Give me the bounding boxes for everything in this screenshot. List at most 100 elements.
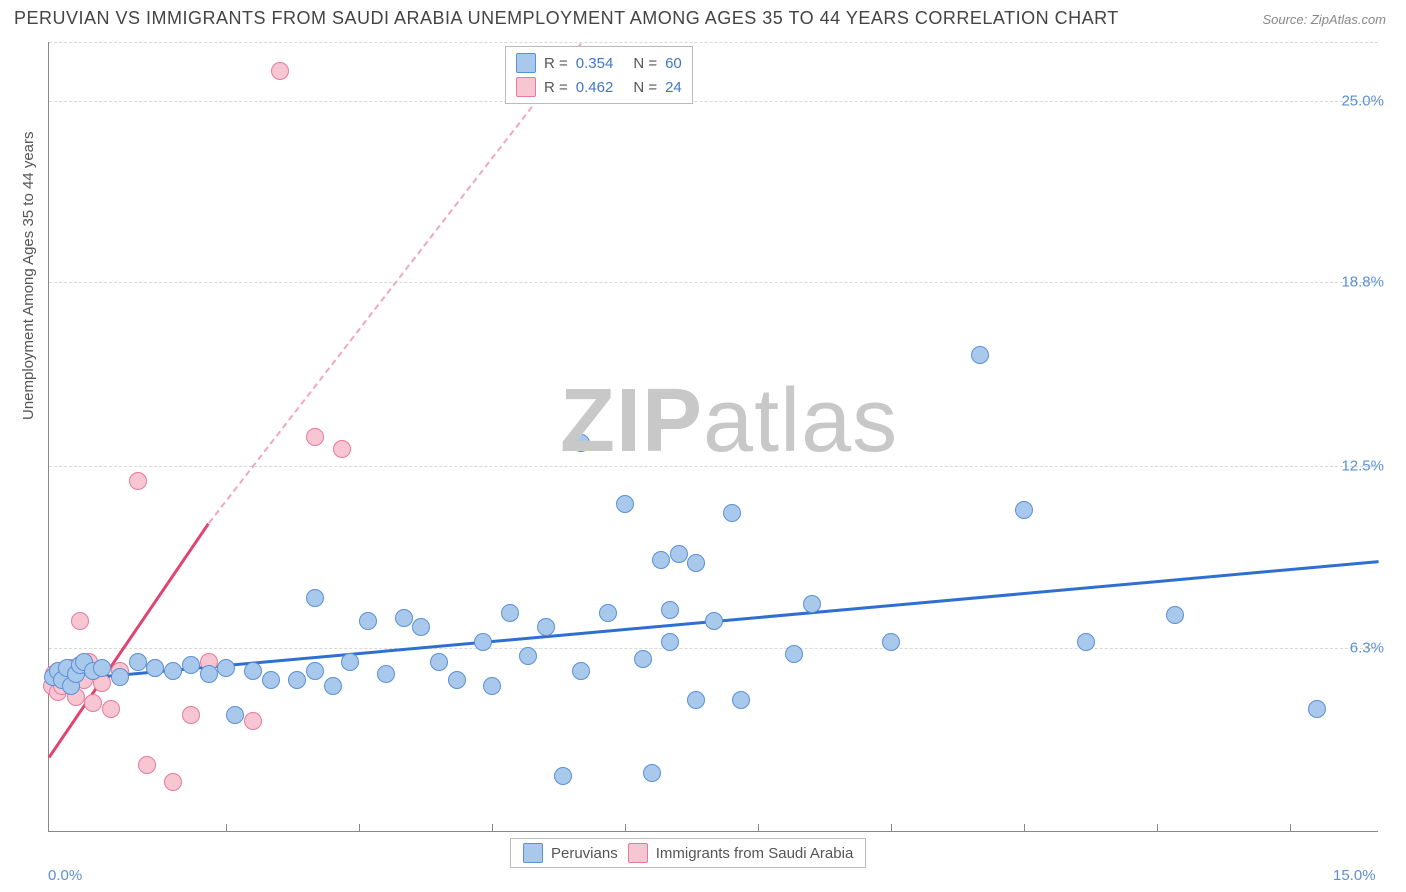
stats-n-label: N =: [633, 79, 657, 96]
chart-title: PERUVIAN VS IMMIGRANTS FROM SAUDI ARABIA…: [14, 8, 1119, 29]
scatter-point: [244, 712, 262, 730]
x-tick: [1024, 824, 1025, 832]
scatter-point: [84, 694, 102, 712]
stats-r-val: 0.462: [576, 79, 614, 96]
source-label: Source: ZipAtlas.com: [1262, 12, 1386, 27]
scatter-point: [971, 346, 989, 364]
y-axis-label: Unemployment Among Ages 35 to 44 years: [20, 131, 37, 420]
scatter-point: [448, 671, 466, 689]
scatter-point: [501, 604, 519, 622]
stats-n-label: N =: [633, 55, 657, 72]
grid-line-h: [49, 101, 1378, 102]
scatter-point: [288, 671, 306, 689]
scatter-point: [572, 662, 590, 680]
scatter-point: [643, 764, 661, 782]
plot-area: [48, 42, 1378, 832]
scatter-point: [572, 434, 590, 452]
scatter-point: [217, 659, 235, 677]
stats-n-val: 60: [665, 55, 682, 72]
scatter-point: [182, 706, 200, 724]
scatter-point: [723, 504, 741, 522]
scatter-point: [359, 612, 377, 630]
stats-box: R = 0.354 N = 60 R = 0.462 N = 24: [505, 46, 693, 104]
x-tick: [625, 824, 626, 832]
scatter-point: [129, 653, 147, 671]
legend-swatch: [523, 843, 543, 863]
scatter-point: [430, 653, 448, 671]
scatter-point: [652, 551, 670, 569]
legend-swatch: [516, 77, 536, 97]
scatter-point: [138, 756, 156, 774]
y-tick-label: 25.0%: [1341, 92, 1384, 109]
scatter-point: [164, 662, 182, 680]
scatter-point: [324, 677, 342, 695]
scatter-point: [1166, 606, 1184, 624]
y-tick-label: 6.3%: [1350, 639, 1384, 656]
scatter-point: [129, 472, 147, 490]
y-tick-label: 18.8%: [1341, 273, 1384, 290]
scatter-point: [519, 647, 537, 665]
bottom-legend: Peruvians Immigrants from Saudi Arabia: [510, 838, 866, 868]
legend-swatch: [516, 53, 536, 73]
scatter-point: [395, 609, 413, 627]
scatter-point: [661, 633, 679, 651]
scatter-point: [1015, 501, 1033, 519]
scatter-point: [93, 659, 111, 677]
scatter-point: [71, 612, 89, 630]
grid-line-h: [49, 466, 1378, 467]
x-tick: [359, 824, 360, 832]
scatter-point: [271, 62, 289, 80]
scatter-point: [554, 767, 572, 785]
stats-row: R = 0.462 N = 24: [516, 75, 682, 99]
legend-item: Immigrants from Saudi Arabia: [628, 843, 854, 863]
scatter-point: [537, 618, 555, 636]
scatter-point: [732, 691, 750, 709]
scatter-point: [341, 653, 359, 671]
stats-r-val: 0.354: [576, 55, 614, 72]
legend-item: Peruvians: [523, 843, 618, 863]
scatter-point: [244, 662, 262, 680]
x-tick: [1290, 824, 1291, 832]
scatter-point: [200, 665, 218, 683]
grid-line-h: [49, 282, 1378, 283]
scatter-point: [1077, 633, 1095, 651]
stats-r-label: R =: [544, 55, 568, 72]
scatter-point: [599, 604, 617, 622]
scatter-point: [670, 545, 688, 563]
grid-line-h: [49, 648, 1378, 649]
scatter-point: [306, 662, 324, 680]
scatter-point: [412, 618, 430, 636]
x-tick-label: 15.0%: [1333, 867, 1376, 884]
y-tick-label: 12.5%: [1341, 458, 1384, 475]
scatter-point: [226, 706, 244, 724]
scatter-point: [102, 700, 120, 718]
legend-label: Immigrants from Saudi Arabia: [656, 845, 854, 862]
scatter-point: [474, 633, 492, 651]
scatter-point: [616, 495, 634, 513]
x-tick-label: 0.0%: [48, 867, 82, 884]
trend-line: [208, 42, 582, 523]
scatter-point: [111, 668, 129, 686]
scatter-point: [803, 595, 821, 613]
scatter-point: [333, 440, 351, 458]
scatter-point: [377, 665, 395, 683]
scatter-point: [1308, 700, 1326, 718]
stats-n-val: 24: [665, 79, 682, 96]
stats-r-label: R =: [544, 79, 568, 96]
scatter-point: [146, 659, 164, 677]
scatter-point: [705, 612, 723, 630]
scatter-point: [182, 656, 200, 674]
scatter-point: [634, 650, 652, 668]
scatter-point: [687, 691, 705, 709]
scatter-point: [661, 601, 679, 619]
scatter-point: [306, 589, 324, 607]
x-tick: [891, 824, 892, 832]
scatter-point: [306, 428, 324, 446]
scatter-point: [687, 554, 705, 572]
scatter-point: [262, 671, 280, 689]
x-tick: [758, 824, 759, 832]
x-tick: [492, 824, 493, 832]
legend-swatch: [628, 843, 648, 863]
stats-row: R = 0.354 N = 60: [516, 51, 682, 75]
scatter-point: [785, 645, 803, 663]
